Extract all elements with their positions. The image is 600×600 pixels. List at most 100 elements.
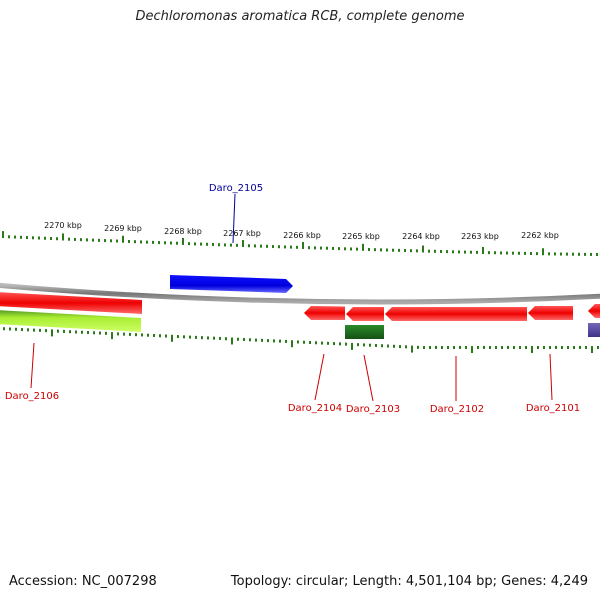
scale-label-2264: 2264 kbp <box>402 232 440 241</box>
label-daro-2103[interactable]: Daro_2103 <box>346 404 400 415</box>
gene-daro-2105[interactable] <box>170 275 293 293</box>
outer-minor-tick <box>434 249 436 253</box>
outer-minor-tick <box>38 236 40 240</box>
inner-minor-tick <box>87 331 89 335</box>
outer-minor-tick <box>272 245 274 249</box>
outer-minor-tick <box>452 250 454 254</box>
outer-minor-tick <box>584 252 586 256</box>
inner-minor-tick <box>261 338 263 342</box>
inner-minor-tick <box>165 334 167 338</box>
outer-minor-tick <box>596 252 598 256</box>
gene-daro-2103[interactable] <box>346 307 384 321</box>
inner-minor-tick <box>519 346 521 349</box>
outer-minor-tick <box>458 250 460 254</box>
inner-minor-tick <box>357 343 359 347</box>
inner-minor-tick <box>507 346 509 349</box>
label-daro-2104[interactable]: Daro_2104 <box>288 403 342 414</box>
outer-minor-tick <box>278 245 280 249</box>
inner-minor-tick <box>555 346 557 349</box>
inner-minor-tick <box>423 346 425 349</box>
inner-minor-tick <box>327 341 329 345</box>
inner-minor-tick <box>369 343 371 347</box>
inner-minor-tick <box>93 331 95 335</box>
outer-minor-tick <box>248 244 250 248</box>
inner-minor-tick <box>525 346 527 349</box>
inner-minor-tick <box>501 346 503 349</box>
outer-minor-tick <box>188 242 190 246</box>
scale-label-2263: 2263 kbp <box>461 232 499 241</box>
gene-daro-2106[interactable] <box>0 292 142 314</box>
outer-minor-tick <box>140 240 142 244</box>
inner-minor-tick <box>513 346 515 349</box>
inner-minor-tick <box>237 337 239 341</box>
outer-minor-tick <box>98 238 100 242</box>
scale-label-2266: 2266 kbp <box>283 231 321 240</box>
scale-labels: 2270 kbp 2269 kbp 2268 kbp 2267 kbp 2266… <box>44 221 559 241</box>
inner-minor-tick <box>465 346 467 349</box>
outer-major-tick <box>302 242 304 250</box>
outer-minor-tick <box>206 242 208 246</box>
inner-minor-tick <box>129 332 131 336</box>
outer-minor-tick <box>74 237 76 241</box>
outer-minor-tick <box>56 237 58 241</box>
outer-minor-tick <box>308 246 310 250</box>
outer-minor-tick <box>494 251 496 255</box>
gene-daro-2101[interactable] <box>528 306 573 320</box>
label-daro-2105[interactable]: Daro_2105 <box>209 183 263 194</box>
outer-minor-tick <box>104 239 106 243</box>
outer-minor-tick <box>416 249 418 253</box>
inner-minor-tick <box>363 343 365 347</box>
outer-minor-tick <box>164 241 166 245</box>
gene-daro-2102[interactable] <box>385 307 527 321</box>
outer-minor-tick <box>536 252 538 256</box>
genome-summary-text: Topology: circular; Length: 4,501,104 bp… <box>230 574 588 589</box>
inner-minor-tick <box>75 330 77 334</box>
feature-purple <box>588 323 600 337</box>
inner-minor-tick <box>339 342 341 346</box>
outer-major-tick <box>182 237 184 245</box>
inner-minor-tick <box>147 333 149 337</box>
outer-minor-tick <box>260 244 262 248</box>
inner-minor-tick <box>39 328 41 332</box>
inner-minor-tick <box>183 335 185 339</box>
outer-minor-tick <box>338 247 340 251</box>
outer-minor-tick <box>566 252 568 256</box>
inner-minor-tick <box>549 346 551 349</box>
outer-minor-tick <box>578 252 580 256</box>
inner-minor-tick <box>381 344 383 348</box>
outer-minor-tick <box>158 241 160 245</box>
label-daro-2101[interactable]: Daro_2101 <box>526 403 580 414</box>
outer-major-tick <box>242 240 244 248</box>
outer-minor-tick <box>176 241 178 245</box>
outer-minor-tick <box>194 242 196 246</box>
inner-minor-tick <box>573 346 575 349</box>
label-daro-2106[interactable]: Daro_2106 <box>5 391 59 402</box>
gene-daro-2104[interactable] <box>304 306 345 320</box>
inner-minor-tick <box>69 330 71 334</box>
feature-green <box>345 325 384 339</box>
gene-partial-right[interactable] <box>588 304 600 318</box>
outer-minor-tick <box>572 252 574 256</box>
inner-scale-ticks <box>3 327 599 353</box>
outer-minor-tick <box>392 248 394 252</box>
outer-minor-tick <box>146 240 148 244</box>
inner-minor-tick <box>297 340 299 344</box>
outer-major-tick <box>542 248 544 256</box>
inner-minor-tick <box>417 345 419 349</box>
inner-minor-tick <box>243 338 245 342</box>
accession-text: Accession: NC_007298 <box>9 574 157 589</box>
outer-major-tick <box>362 243 364 251</box>
outer-minor-tick <box>500 251 502 255</box>
inner-minor-tick <box>477 346 479 349</box>
inner-major-tick <box>471 346 473 353</box>
inner-minor-tick <box>189 335 191 339</box>
label-daro-2102[interactable]: Daro_2102 <box>430 404 484 415</box>
inner-minor-tick <box>201 336 203 340</box>
inner-minor-tick <box>543 346 545 349</box>
inner-minor-tick <box>45 329 47 333</box>
outer-minor-tick <box>218 243 220 247</box>
outer-minor-tick <box>110 239 112 243</box>
inner-minor-tick <box>561 346 563 349</box>
inner-minor-tick <box>195 335 197 339</box>
